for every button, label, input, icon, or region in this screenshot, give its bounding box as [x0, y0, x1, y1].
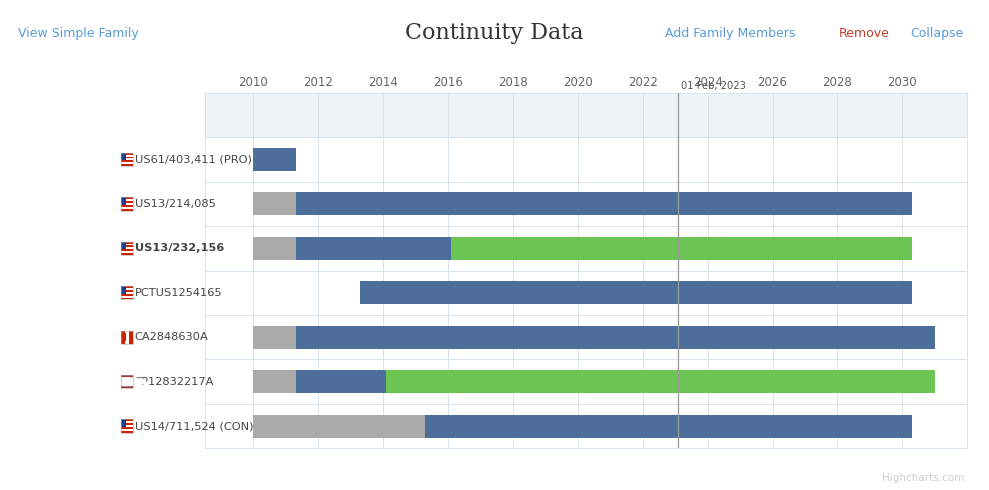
- Bar: [121, 431, 133, 433]
- Text: Continuity Data: Continuity Data: [405, 22, 584, 44]
- Bar: [121, 242, 133, 244]
- Bar: [451, 237, 912, 260]
- Circle shape: [109, 378, 145, 386]
- Bar: [296, 237, 451, 260]
- Bar: [296, 326, 935, 349]
- Bar: [124, 333, 127, 341]
- Bar: [121, 153, 133, 166]
- Bar: [121, 419, 127, 427]
- Bar: [121, 253, 133, 255]
- Bar: [121, 197, 133, 211]
- Bar: [425, 415, 912, 438]
- Bar: [121, 331, 133, 344]
- Bar: [253, 370, 296, 393]
- Bar: [121, 155, 133, 157]
- Bar: [121, 203, 133, 205]
- Bar: [129, 331, 133, 344]
- Bar: [121, 297, 133, 299]
- Bar: [121, 245, 133, 247]
- Bar: [121, 197, 133, 199]
- Bar: [121, 162, 133, 164]
- Bar: [253, 326, 296, 349]
- Bar: [253, 237, 296, 260]
- Bar: [121, 249, 133, 251]
- Bar: [253, 192, 296, 216]
- Bar: [121, 201, 133, 203]
- Bar: [387, 370, 935, 393]
- Bar: [121, 286, 133, 288]
- Bar: [296, 370, 387, 393]
- Bar: [121, 153, 133, 155]
- Bar: [121, 331, 125, 344]
- Bar: [121, 419, 133, 433]
- Bar: [121, 242, 133, 255]
- Bar: [125, 331, 129, 344]
- Bar: [121, 207, 133, 209]
- Bar: [253, 415, 425, 438]
- Text: US13/232,156: US13/232,156: [135, 244, 224, 253]
- Text: US14/711,524 (CON): US14/711,524 (CON): [135, 421, 253, 431]
- Text: US61/403,411 (PRO): US61/403,411 (PRO): [135, 154, 251, 165]
- Text: Collapse: Collapse: [910, 26, 963, 40]
- Bar: [121, 288, 133, 290]
- Bar: [360, 281, 912, 304]
- Bar: [121, 292, 133, 294]
- Text: Add Family Members: Add Family Members: [665, 26, 795, 40]
- Bar: [121, 375, 133, 389]
- Bar: [121, 157, 133, 158]
- Bar: [121, 423, 133, 425]
- Text: PCTUS1254165: PCTUS1254165: [135, 288, 223, 298]
- Text: EP12832217A: EP12832217A: [135, 377, 214, 387]
- Bar: [121, 375, 133, 389]
- Bar: [121, 153, 127, 160]
- Bar: [296, 192, 912, 216]
- Bar: [121, 419, 133, 421]
- Bar: [121, 294, 133, 295]
- Text: CA2848630A: CA2848630A: [135, 332, 209, 342]
- Bar: [121, 160, 133, 162]
- Text: US13/214,085: US13/214,085: [135, 199, 216, 209]
- Bar: [121, 425, 133, 427]
- Bar: [121, 286, 127, 294]
- Bar: [121, 427, 133, 429]
- Bar: [121, 205, 133, 207]
- Bar: [121, 251, 133, 253]
- Text: Remove: Remove: [839, 26, 889, 40]
- Bar: [121, 244, 133, 245]
- Bar: [121, 242, 127, 249]
- Bar: [121, 295, 133, 297]
- Bar: [121, 158, 133, 160]
- Text: 01 Feb, 2023: 01 Feb, 2023: [680, 81, 746, 91]
- Bar: [121, 290, 133, 292]
- Bar: [121, 164, 133, 166]
- Text: Highcharts.com: Highcharts.com: [882, 473, 964, 483]
- Bar: [121, 429, 133, 431]
- Bar: [121, 421, 133, 423]
- Bar: [253, 148, 296, 171]
- Bar: [121, 286, 133, 299]
- Bar: [121, 209, 133, 211]
- Text: View Simple Family: View Simple Family: [18, 26, 138, 40]
- Bar: [121, 197, 127, 205]
- Bar: [121, 199, 133, 201]
- Bar: [121, 247, 133, 249]
